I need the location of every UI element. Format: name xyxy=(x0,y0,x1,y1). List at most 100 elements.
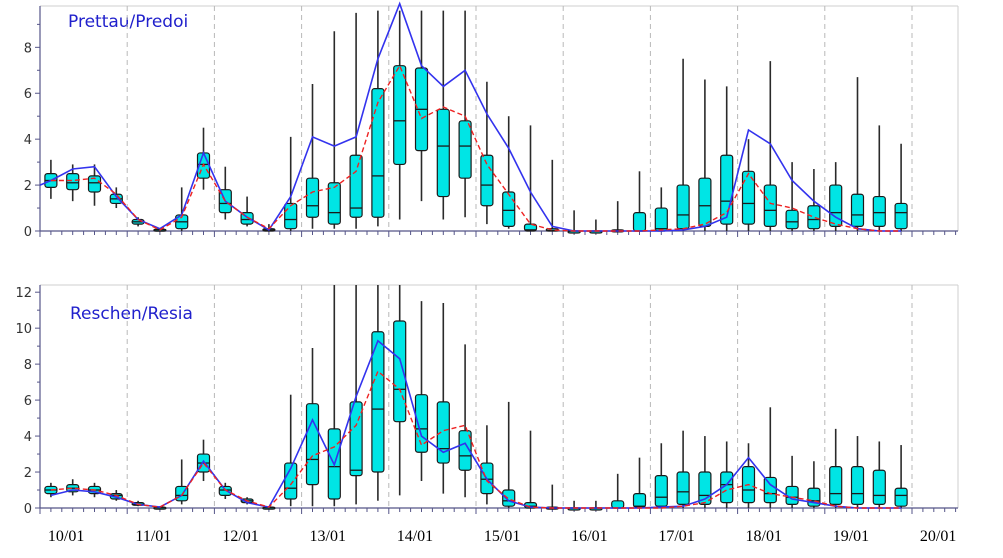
y-tick-label: 4 xyxy=(24,133,32,148)
box-plot-mark xyxy=(371,10,385,227)
box-iqr xyxy=(850,193,865,228)
date-tick-label: 17/01 xyxy=(658,528,694,545)
box-plot-mark xyxy=(720,86,734,231)
box-plot-mark xyxy=(676,58,690,231)
box-iqr xyxy=(284,202,298,230)
box-iqr xyxy=(763,476,777,504)
box-plot-mark xyxy=(87,164,102,206)
box-iqr xyxy=(393,65,407,166)
box-iqr xyxy=(894,202,908,230)
box-plot-mark xyxy=(829,162,843,231)
box-iqr xyxy=(87,175,102,193)
box-plot-mark xyxy=(66,164,80,202)
box-plot-mark xyxy=(480,425,494,505)
box-plot-mark xyxy=(44,159,58,199)
box-plot-mark xyxy=(284,394,298,507)
box-plot-mark xyxy=(763,61,777,231)
box-plot-mark xyxy=(66,479,80,496)
box-iqr xyxy=(305,177,320,218)
box-iqr xyxy=(458,430,472,471)
box-plot-mark xyxy=(807,169,821,231)
box-plot-mark xyxy=(741,139,756,231)
y-tick-label: 0 xyxy=(24,225,32,240)
y-tick-label: 0 xyxy=(24,502,32,517)
box-iqr xyxy=(632,212,647,232)
box-iqr xyxy=(611,500,625,509)
box-plot-mark xyxy=(502,401,516,508)
box-plot-mark xyxy=(458,10,472,218)
date-tick-label: 10/01 xyxy=(48,528,84,545)
box-plot-mark xyxy=(676,430,690,508)
panel-prettau-predoi: Prettau/Predoi 0 2 4 6 8 xyxy=(24,1,959,240)
box-iqr xyxy=(371,331,385,473)
box-plot-mark xyxy=(305,347,320,507)
box-iqr xyxy=(305,403,320,486)
series-line-red-dashed xyxy=(50,370,902,509)
box-plot-mark xyxy=(414,10,429,202)
box-plot-mark xyxy=(611,473,625,509)
box-plot-mark xyxy=(698,436,712,508)
box-plot-mark xyxy=(654,187,668,232)
date-tick-label: 18/01 xyxy=(746,528,782,545)
date-tick-label: 11/01 xyxy=(135,528,171,545)
box-plot-mark xyxy=(611,201,625,233)
box-iqr xyxy=(698,177,712,228)
box-plot-mark xyxy=(872,441,886,508)
panel-title-prettau-predoi: Prettau/Predoi xyxy=(68,12,188,32)
box-plot-mark xyxy=(175,187,189,231)
box-iqr xyxy=(720,154,734,225)
box-plot-mark xyxy=(545,484,559,510)
y-tick-label: 2 xyxy=(24,466,32,481)
box-plot-mark xyxy=(763,407,777,508)
box-iqr xyxy=(676,471,690,506)
box-plot-mark xyxy=(872,125,886,231)
box-plot-mark xyxy=(850,436,865,508)
box-plot-mark xyxy=(523,125,538,232)
box-iqr xyxy=(284,462,298,500)
y-tick-label: 6 xyxy=(24,87,32,102)
box-iqr xyxy=(502,191,516,228)
box-plot-mark xyxy=(829,428,843,508)
box-plot-mark xyxy=(371,285,385,501)
box-plot-mark xyxy=(741,443,756,508)
box-plot-mark xyxy=(414,301,429,482)
box-iqr xyxy=(502,489,516,507)
box-iqr xyxy=(850,466,865,506)
box-iqr xyxy=(371,88,385,218)
box-iqr xyxy=(872,469,886,506)
box-iqr xyxy=(829,184,843,228)
date-tick-label: 14/01 xyxy=(397,528,433,545)
box-plot-mark xyxy=(327,31,341,229)
box-plot-mark xyxy=(654,443,668,508)
date-tick-label: 20/01 xyxy=(920,528,956,545)
box-iqr xyxy=(807,205,821,230)
box-iqr xyxy=(654,475,668,507)
box-plot-mark xyxy=(894,143,908,231)
box-plot-mark xyxy=(196,127,211,190)
box-iqr xyxy=(436,108,450,198)
panel-title-reschen-resia: Reschen/Resia xyxy=(70,304,193,324)
box-iqr xyxy=(654,207,668,232)
y-tick-label: 8 xyxy=(24,41,32,56)
box-plot-mark xyxy=(327,285,341,507)
box-plot-mark xyxy=(305,84,320,229)
y-tick-label: 12 xyxy=(15,286,32,301)
box-plot-mark xyxy=(785,162,799,231)
box-iqr xyxy=(349,401,363,477)
box-iqr xyxy=(349,154,363,218)
box-iqr xyxy=(785,209,799,230)
series-line-red-dashed xyxy=(50,64,902,232)
box-iqr xyxy=(66,173,80,191)
date-tick-label: 15/01 xyxy=(484,528,520,545)
box-plot-mark xyxy=(436,302,450,494)
box-plot-mark xyxy=(807,461,821,508)
box-plot-mark xyxy=(480,81,494,225)
date-tick-label: 19/01 xyxy=(833,528,869,545)
box-plot-mark xyxy=(240,196,254,227)
box-plot-mark xyxy=(698,79,712,231)
box-plot-mark xyxy=(436,10,450,220)
box-plot-mark xyxy=(720,441,734,508)
box-plot-mark xyxy=(632,457,647,508)
box-plot-mark xyxy=(393,10,407,220)
